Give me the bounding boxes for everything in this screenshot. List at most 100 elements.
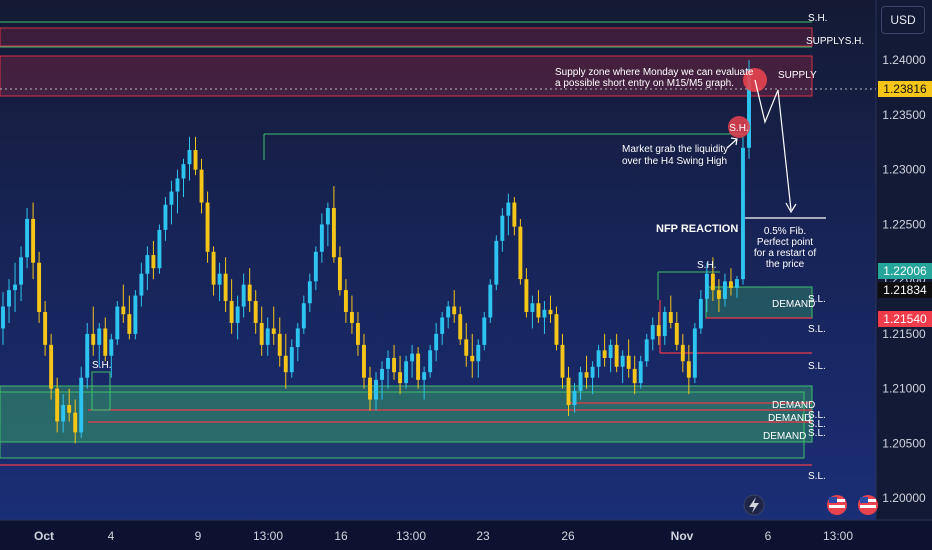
candle-body[interactable] [722, 281, 727, 299]
candle-body[interactable] [193, 149, 198, 170]
candle-body[interactable] [710, 273, 715, 291]
candle-body[interactable] [578, 372, 583, 391]
candle-body[interactable] [37, 262, 42, 312]
candle-body[interactable] [704, 273, 709, 299]
candle-body[interactable] [103, 328, 108, 356]
candle-body[interactable] [91, 333, 96, 345]
candle-body[interactable] [644, 339, 649, 362]
candle-body[interactable] [590, 366, 595, 378]
candle-body[interactable] [692, 328, 697, 378]
candle-body[interactable] [362, 344, 366, 378]
candle-body[interactable] [440, 317, 445, 334]
candle-body[interactable] [458, 314, 463, 340]
candle-body[interactable] [307, 281, 312, 304]
candle-body[interactable] [476, 344, 481, 362]
candle-body[interactable] [374, 379, 378, 400]
candle-body[interactable] [650, 325, 655, 340]
sh-box-left-chart[interactable] [91, 371, 111, 411]
demand-zone-lower-extension[interactable] [0, 391, 805, 459]
candle-body[interactable] [253, 301, 258, 323]
candle-body[interactable] [416, 353, 421, 380]
candle-body[interactable] [97, 328, 102, 345]
candle-body[interactable] [668, 312, 673, 323]
candle-body[interactable] [175, 178, 180, 192]
candle-body[interactable] [500, 215, 505, 241]
candle-body[interactable] [602, 350, 607, 358]
supply-sh-zone[interactable] [0, 27, 813, 47]
candle-body[interactable] [728, 281, 733, 288]
candle-body[interactable] [121, 306, 126, 315]
candle-body[interactable] [331, 208, 336, 258]
candle-body[interactable] [79, 377, 84, 433]
candle-body[interactable] [404, 361, 409, 384]
candle-body[interactable] [368, 377, 372, 400]
candle-body[interactable] [211, 251, 216, 285]
candle-body[interactable] [163, 204, 168, 230]
candle-body[interactable] [548, 309, 553, 315]
candle-body[interactable] [313, 251, 318, 282]
candle-body[interactable] [735, 279, 739, 288]
candle-body[interactable] [494, 240, 499, 285]
candle-body[interactable] [530, 303, 535, 312]
candle-body[interactable] [247, 284, 252, 302]
candle-body[interactable] [295, 328, 300, 348]
candle-body[interactable] [325, 208, 330, 225]
candle-body[interactable] [482, 317, 487, 345]
candle-body[interactable] [31, 218, 36, 263]
candle-body[interactable] [13, 284, 17, 291]
candle-body[interactable] [410, 353, 415, 362]
candle-body[interactable] [187, 149, 192, 165]
candle-body[interactable] [512, 202, 517, 227]
candle-body[interactable] [620, 355, 625, 367]
candle-body[interactable] [43, 312, 48, 345]
candle-body[interactable] [223, 273, 228, 302]
candle-body[interactable] [506, 202, 511, 216]
candle-body[interactable] [470, 355, 475, 362]
candle-body[interactable] [422, 372, 427, 380]
time-axis-panel[interactable] [0, 520, 932, 550]
candle-body[interactable] [25, 218, 30, 258]
candle-body[interactable] [632, 368, 637, 384]
candle-body[interactable] [61, 405, 66, 422]
candle-body[interactable] [536, 303, 541, 318]
candle-body[interactable] [572, 390, 577, 406]
candle-body[interactable] [464, 339, 469, 356]
candle-body[interactable] [398, 372, 403, 384]
candle-body[interactable] [127, 314, 132, 334]
candle-body[interactable] [638, 361, 643, 384]
candle-body[interactable] [181, 164, 186, 179]
candle-body[interactable] [85, 333, 90, 378]
candle-body[interactable] [343, 290, 348, 312]
candle-body[interactable] [488, 284, 493, 318]
candle-body[interactable] [109, 339, 114, 356]
candle-body[interactable] [434, 333, 439, 351]
candle-body[interactable] [566, 377, 571, 406]
candle-body[interactable] [259, 322, 264, 345]
candle-body[interactable] [626, 355, 631, 369]
candle-body[interactable] [241, 284, 246, 307]
candle-body[interactable] [584, 372, 589, 378]
candle-body[interactable] [518, 226, 523, 280]
candle-body[interactable] [741, 147, 745, 280]
candle-body[interactable] [217, 273, 222, 285]
candle-body[interactable] [355, 322, 360, 345]
candle-body[interactable] [7, 290, 11, 307]
candle-body[interactable] [133, 295, 138, 334]
candle-body[interactable] [386, 357, 390, 369]
candle-body[interactable] [656, 325, 661, 337]
lightning-event-icon[interactable] [743, 494, 765, 516]
candle-body[interactable] [380, 368, 384, 380]
candle-body[interactable] [157, 229, 162, 269]
candle-body[interactable] [139, 273, 144, 296]
candle-body[interactable] [67, 405, 72, 413]
candle-body[interactable] [205, 202, 210, 252]
candle-body[interactable] [19, 257, 24, 285]
candle-body[interactable] [698, 298, 703, 329]
candle-body[interactable] [289, 347, 294, 373]
candle-body[interactable] [674, 322, 679, 345]
candle-body[interactable] [542, 309, 547, 318]
candle-body[interactable] [1, 306, 5, 329]
candle-body[interactable] [55, 388, 60, 422]
candle-body[interactable] [49, 344, 54, 389]
